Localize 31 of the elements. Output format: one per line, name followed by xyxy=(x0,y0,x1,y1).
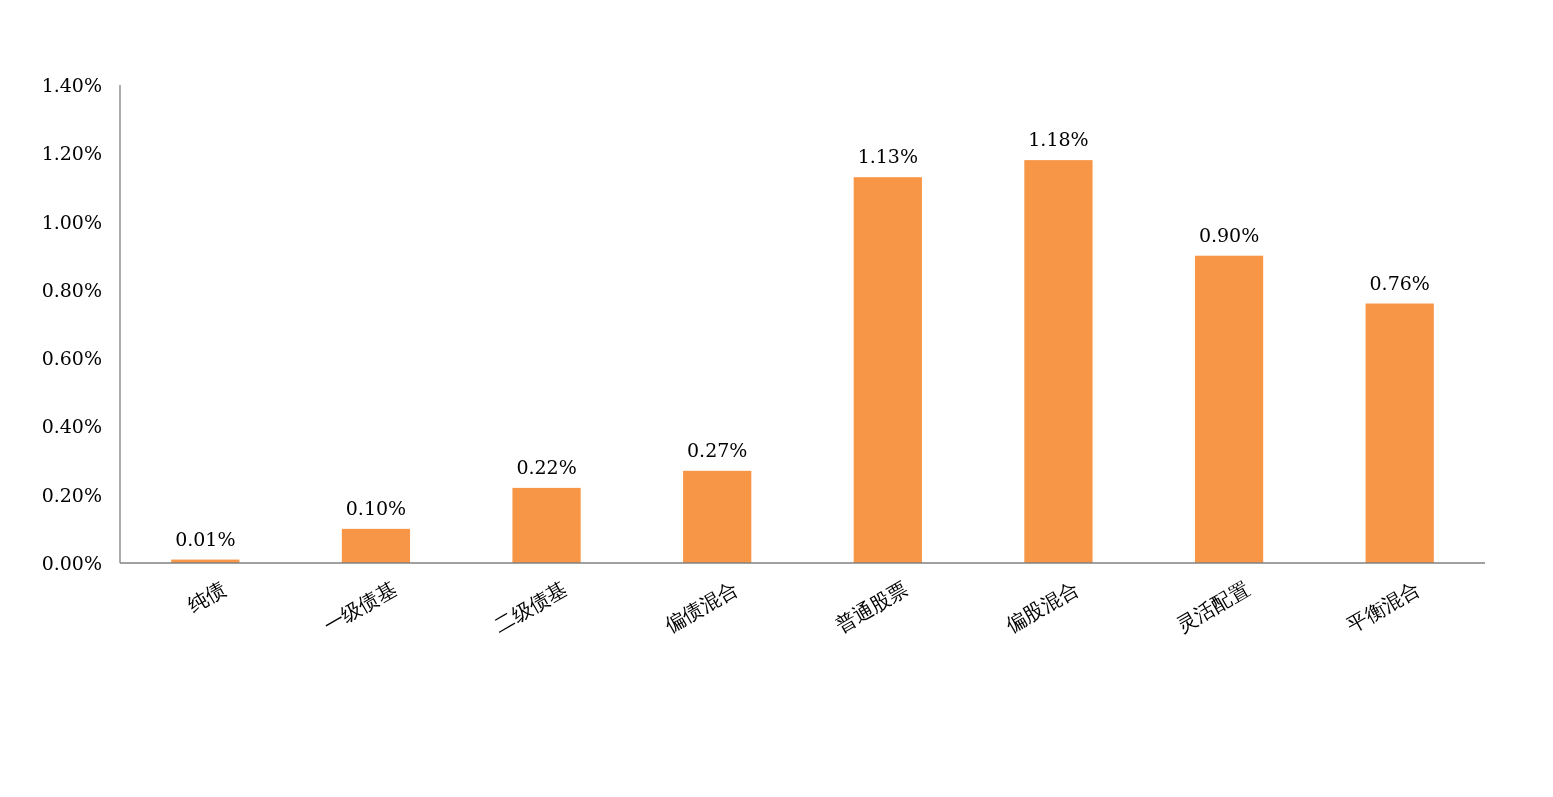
data-label: 0.27% xyxy=(687,438,748,461)
y-tick-label: 0.20% xyxy=(41,483,102,506)
bar xyxy=(1365,303,1434,563)
data-label: 0.90% xyxy=(1198,223,1260,246)
data-label: 1.13% xyxy=(857,145,918,168)
bar xyxy=(341,528,411,563)
y-tick-label: 0.00% xyxy=(41,552,102,574)
y-tick-label: 0.80% xyxy=(41,278,102,301)
x-tick-label: 偏债混合 xyxy=(660,576,742,638)
data-label: 0.10% xyxy=(345,496,407,519)
bar xyxy=(512,487,581,563)
bar xyxy=(1024,160,1093,563)
x-tick-label: 平衡混合 xyxy=(1342,576,1425,638)
bar xyxy=(683,470,752,563)
bar xyxy=(853,177,922,563)
x-tick-label: 纯债 xyxy=(183,576,230,618)
x-tick-label: 灵活配置 xyxy=(1172,576,1254,638)
data-label: 0.76% xyxy=(1369,271,1430,294)
bar xyxy=(1194,255,1264,563)
y-tick-label: 1.00% xyxy=(41,210,102,233)
x-tick-label: 二级债基 xyxy=(489,576,572,638)
y-tick-label: 1.40% xyxy=(41,74,102,96)
data-label: 0.22% xyxy=(516,455,577,478)
y-tick-label: 0.60% xyxy=(41,347,102,370)
x-tick-label: 偏股混合 xyxy=(1001,576,1083,638)
x-tick-label: 一级债基 xyxy=(319,576,401,638)
y-tick-label: 1.20% xyxy=(41,142,102,165)
y-tick-label: 0.40% xyxy=(41,415,102,438)
data-label: 0.01% xyxy=(175,527,236,550)
x-tick-label: 普通股票 xyxy=(831,576,913,638)
data-label: 1.18% xyxy=(1028,128,1089,151)
